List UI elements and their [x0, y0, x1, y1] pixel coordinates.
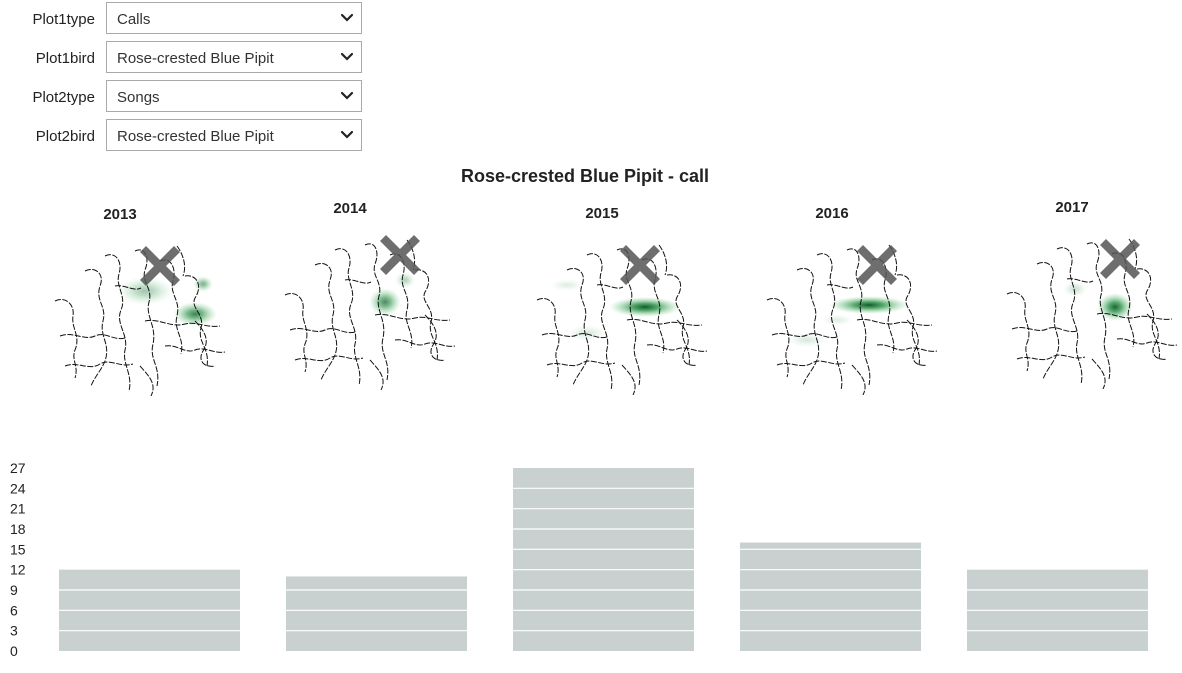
control-label: Plot1bird: [35, 50, 95, 67]
y-tick-label: 3: [10, 623, 18, 639]
select-value: Songs: [117, 89, 160, 106]
control-row-plot2type: Plot2type Songs: [0, 80, 380, 114]
density-blob: [117, 277, 173, 305]
map-year-label: 2014: [333, 200, 367, 217]
density-blob: [369, 288, 401, 316]
plot2type-select[interactable]: Songs: [106, 80, 362, 112]
chevron-down-icon[interactable]: [340, 130, 354, 140]
density-blob: [549, 279, 585, 291]
control-row-plot2bird: Plot2bird Rose-crested Blue Pipit: [0, 119, 380, 153]
river-contours: [536, 244, 707, 395]
control-label: Plot2type: [32, 89, 95, 106]
cross-marker-icon: [140, 246, 180, 286]
density-blob: [173, 302, 217, 326]
density-map: [766, 244, 937, 395]
density-map: [1006, 238, 1177, 389]
y-tick-label: 9: [10, 582, 18, 598]
cross-marker-icon: [380, 235, 420, 275]
river-contours: [1006, 238, 1177, 389]
density-blob: [1063, 281, 1087, 297]
map-panel-2016: 2016: [757, 205, 957, 405]
density-blob: [193, 276, 213, 292]
bar-2014: [286, 576, 467, 651]
cross-marker-icon: [857, 245, 897, 285]
river-contours: [54, 245, 225, 396]
select-value: Rose-crested Blue Pipit: [117, 50, 274, 67]
density-blob: [609, 297, 681, 317]
map-year-label: 2016: [815, 205, 849, 222]
y-tick-label: 15: [10, 541, 26, 557]
map-year-label: 2017: [1055, 199, 1089, 216]
y-tick-label: 21: [10, 501, 26, 517]
density-blob: [821, 314, 853, 326]
cross-marker-icon: [1100, 239, 1140, 279]
density-blob: [1097, 293, 1133, 321]
select-value: Rose-crested Blue Pipit: [117, 128, 274, 145]
map-panel-2014: 2014: [275, 200, 475, 400]
river-contours: [284, 239, 455, 390]
y-tick-label: 24: [10, 480, 26, 496]
y-tick-label: 12: [10, 562, 26, 578]
chevron-down-icon[interactable]: [340, 91, 354, 101]
plot2bird-select[interactable]: Rose-crested Blue Pipit: [106, 119, 362, 151]
control-row-plot1type: Plot1type Calls: [0, 2, 380, 36]
y-tick-label: 27: [10, 460, 26, 476]
control-label: Plot1type: [32, 11, 95, 28]
chevron-down-icon[interactable]: [340, 13, 354, 23]
map-year-label: 2013: [103, 206, 137, 223]
density-blob: [829, 296, 909, 314]
cross-marker-icon: [620, 245, 660, 285]
map-panel-2017: 2017: [997, 199, 1182, 399]
plot1type-select[interactable]: Calls: [106, 2, 362, 34]
density-blob: [395, 272, 415, 288]
map-year-label: 2015: [585, 205, 619, 222]
map-panel-2013: 2013: [45, 206, 245, 406]
bar-chart: 0 3 6 9 12 15 18 21 24 27: [10, 460, 1148, 659]
density-map: [54, 245, 225, 396]
select-value: Calls: [117, 11, 151, 28]
map-panel-2015: 2015: [527, 205, 727, 405]
density-map: [284, 235, 455, 390]
bar-2015: [513, 468, 694, 651]
river-contours: [766, 244, 937, 395]
bar-2016: [740, 542, 921, 651]
y-tick-label: 0: [10, 643, 18, 659]
chevron-down-icon[interactable]: [340, 52, 354, 62]
y-tick-label: 18: [10, 521, 26, 537]
control-label: Plot2bird: [35, 128, 95, 145]
y-tick-label: 6: [10, 602, 18, 618]
control-row-plot1bird: Plot1bird Rose-crested Blue Pipit: [0, 41, 380, 75]
map-section-title: Rose-crested Blue Pipit - call: [460, 166, 710, 186]
plot1bird-select[interactable]: Rose-crested Blue Pipit: [106, 41, 362, 73]
density-map: [536, 244, 707, 395]
